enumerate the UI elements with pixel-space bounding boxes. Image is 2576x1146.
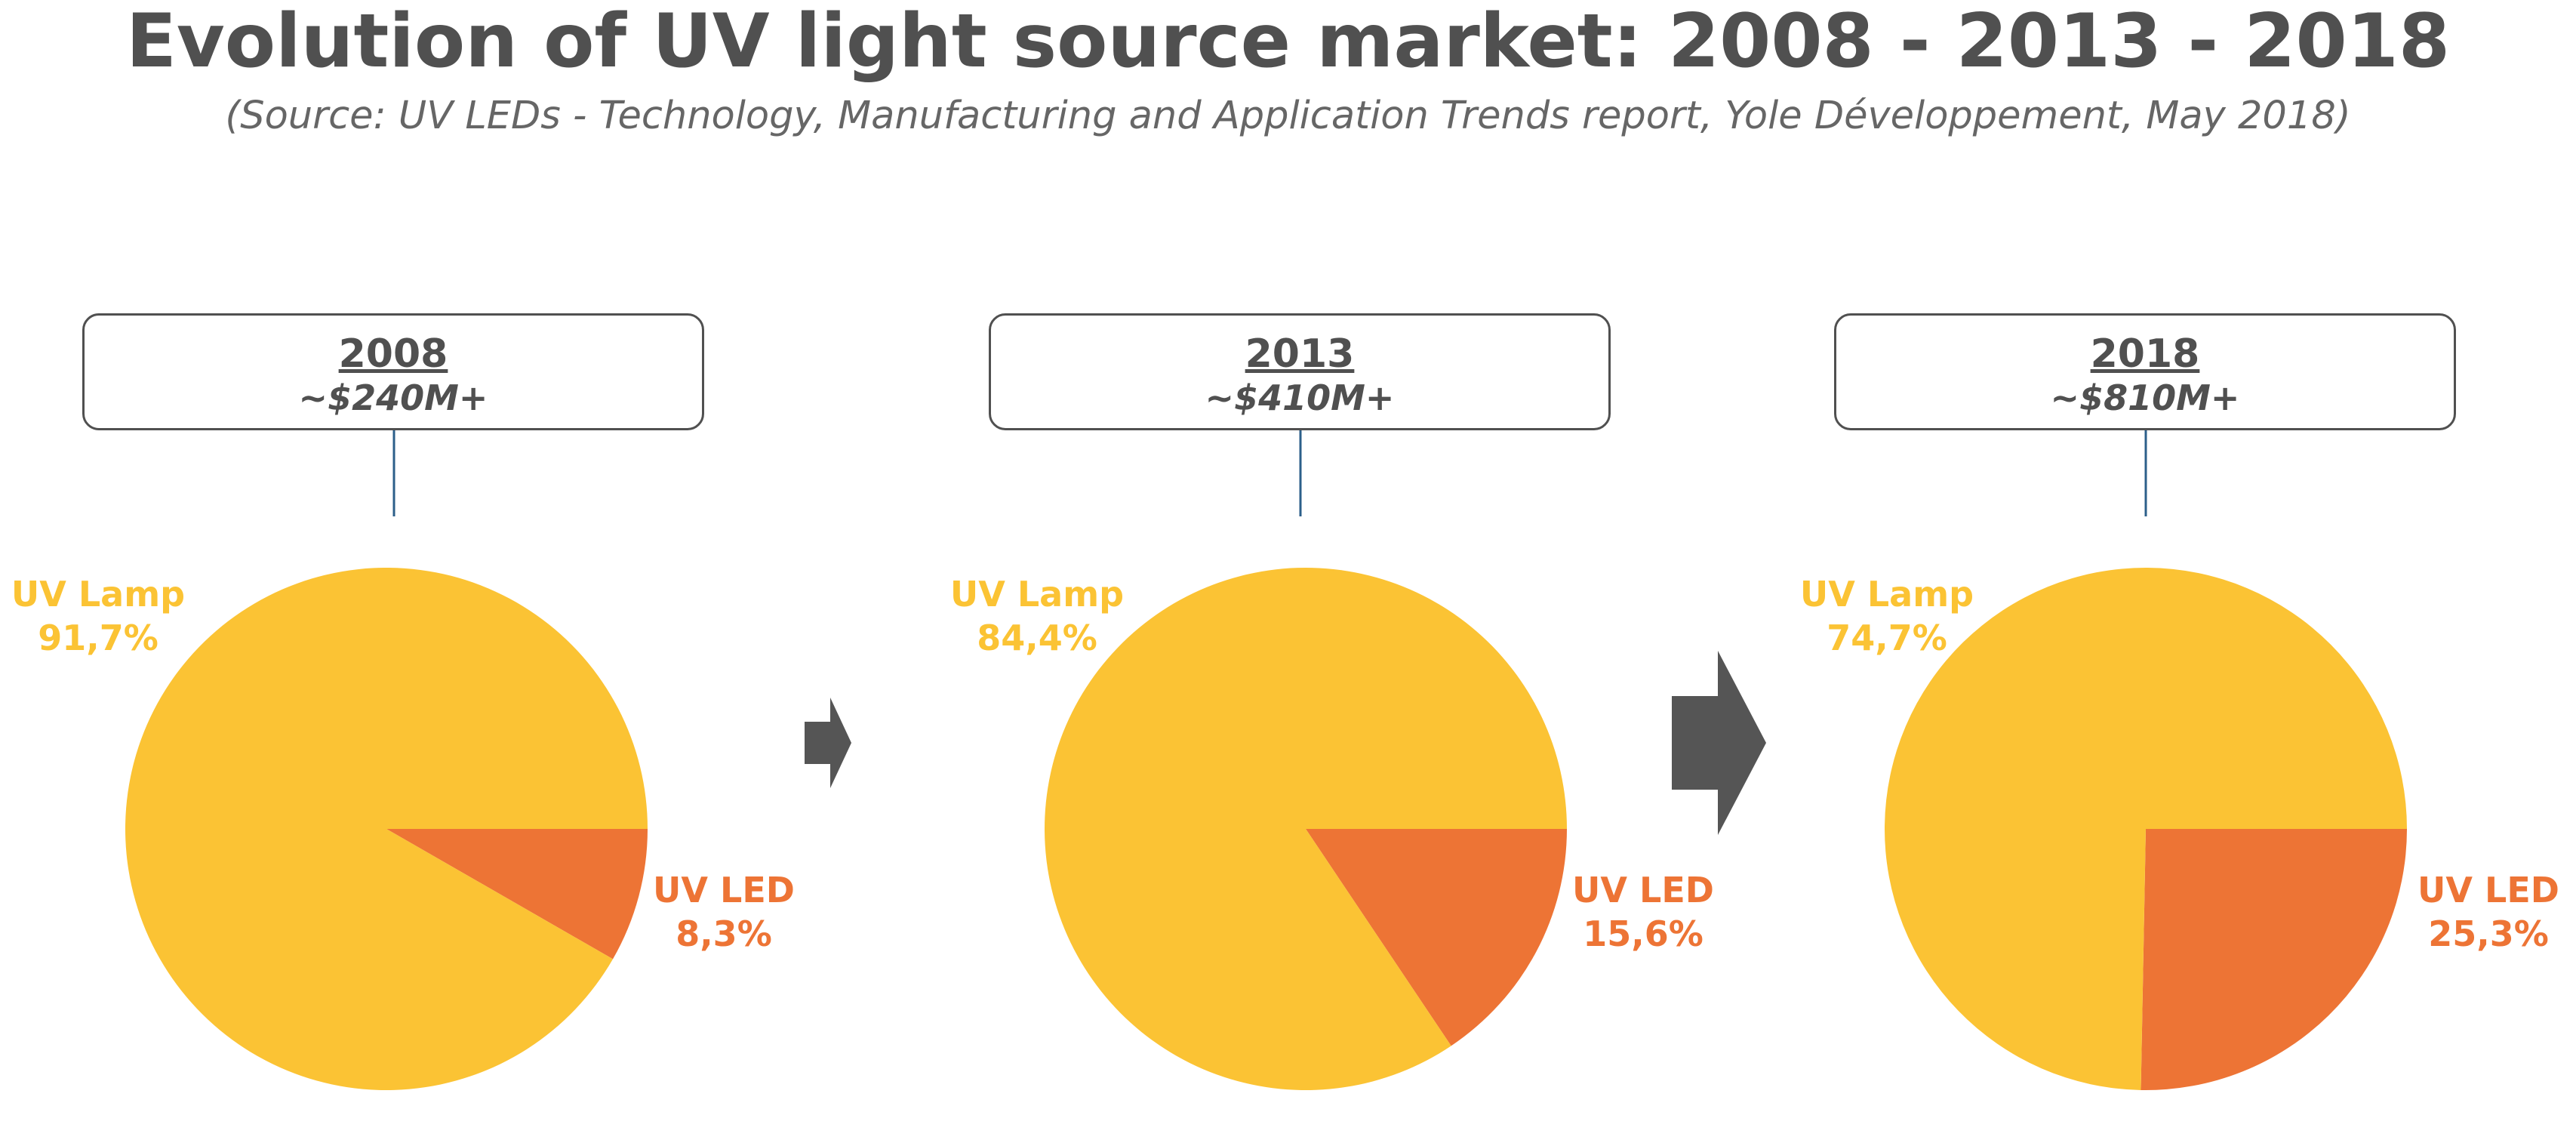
slice-name: UV Lamp	[1799, 574, 1974, 615]
slice-name: UV LED	[2418, 870, 2559, 910]
arrow-large-icon	[1672, 651, 1766, 835]
uv-lamp-label-2018: UV Lamp 74,7%	[1796, 572, 1977, 660]
arrow-small-icon	[805, 698, 851, 788]
slice-value: 84,4%	[977, 618, 1097, 658]
uv-led-label-2018: UV LED 25,3%	[2408, 868, 2569, 956]
pie-slice-uv-led-2008	[386, 829, 648, 960]
pie-slice-uv-lamp-2013	[1044, 568, 1567, 1091]
market-size: ~$410M+	[1205, 377, 1395, 418]
uv-led-label-2008: UV LED 8,3%	[643, 868, 805, 956]
uv-led-label-2013: UV LED 15,6%	[1562, 868, 1724, 956]
slice-name: UV Lamp	[949, 574, 1125, 615]
pie-slice-uv-lamp-2018	[1884, 568, 2407, 1090]
pie-slice-uv-led-2018	[2141, 829, 2407, 1091]
uv-lamp-label-2008: UV Lamp 91,7%	[8, 572, 189, 660]
year-label: 2013	[1245, 331, 1355, 377]
slice-name: UV LED	[653, 870, 795, 910]
market-size: ~$810M+	[2050, 377, 2240, 418]
uv-lamp-label-2013: UV Lamp 84,4%	[946, 572, 1128, 660]
year-box-2008: 2008 ~$240M+	[82, 313, 704, 430]
year-label: 2018	[2090, 331, 2200, 377]
slice-value: 8,3%	[676, 913, 772, 954]
slice-name: UV LED	[1572, 870, 1714, 910]
market-size: ~$240M+	[298, 377, 488, 418]
chart-subtitle: (Source: UV LEDs - Technology, Manufactu…	[225, 94, 2351, 138]
slice-value: 15,6%	[1583, 913, 1703, 954]
chart-title: Evolution of UV light source market: 200…	[125, 0, 2451, 85]
slice-value: 74,7%	[1827, 618, 1947, 658]
year-label: 2008	[338, 331, 448, 377]
year-box-2018: 2018 ~$810M+	[1834, 313, 2456, 430]
slice-value: 25,3%	[2428, 913, 2549, 954]
pie-slice-uv-led-2013	[1306, 829, 1567, 1046]
year-box-2013: 2013 ~$410M+	[989, 313, 1611, 430]
slice-name: UV Lamp	[11, 574, 186, 615]
pie-slice-uv-lamp-2008	[125, 568, 648, 1091]
slice-value: 91,7%	[38, 618, 158, 658]
